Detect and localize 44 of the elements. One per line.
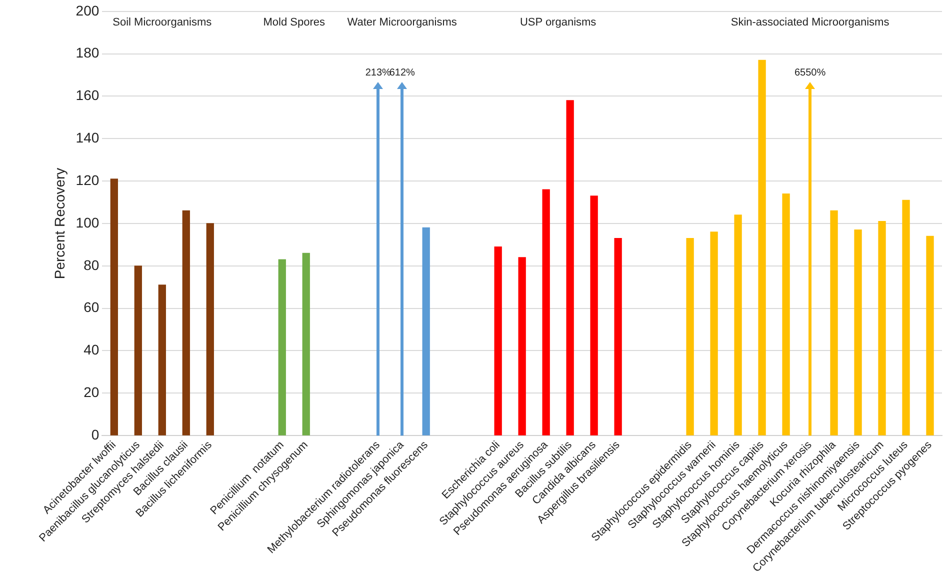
- y-tick-label: 40: [84, 342, 100, 358]
- annotation: USP organisms: [520, 16, 597, 28]
- y-tick-label: 160: [76, 87, 100, 104]
- bar: [830, 210, 838, 436]
- y-tick-label: 140: [76, 130, 100, 146]
- bar: [302, 252, 310, 436]
- bar: [878, 221, 886, 436]
- bar: [590, 196, 598, 436]
- bar: [158, 284, 166, 436]
- annotation: Soil Microorganisms: [112, 16, 212, 28]
- annotation: Skin-associated Microorganisms: [730, 16, 890, 28]
- y-tick-label: 100: [76, 214, 100, 230]
- y-tick-label: 0: [91, 426, 100, 442]
- bar: [110, 178, 118, 436]
- bar: [734, 214, 742, 436]
- y-tick-label: 20: [84, 384, 100, 400]
- bar: [182, 210, 190, 436]
- bar: [518, 257, 526, 436]
- bar: [494, 246, 502, 436]
- bar: [206, 223, 214, 436]
- bar: [134, 266, 142, 436]
- bar: [566, 100, 574, 436]
- y-axis-title: Percent Recovery: [51, 168, 68, 280]
- annotation: Water Microorganisms: [347, 16, 458, 28]
- y-tick-label: 200: [76, 2, 100, 18]
- bar: [542, 189, 550, 436]
- bar: [278, 259, 286, 436]
- y-tick-label: 120: [76, 172, 100, 188]
- bar: [710, 232, 718, 436]
- y-tick-label: 60: [84, 299, 100, 316]
- bar: [854, 230, 862, 436]
- y-tick-label: 180: [76, 44, 100, 61]
- bar: [782, 193, 790, 436]
- bar: [686, 238, 694, 436]
- y-tick-label: 80: [84, 256, 100, 273]
- bar: [422, 227, 430, 436]
- text: 612%: [389, 68, 415, 79]
- text: 213%: [365, 68, 391, 79]
- bar: [926, 236, 934, 436]
- text: 6550%: [794, 68, 826, 79]
- bar: [614, 238, 622, 436]
- annotation: Mold Spores: [263, 16, 326, 28]
- bar: [758, 60, 766, 436]
- bar: [902, 200, 910, 436]
